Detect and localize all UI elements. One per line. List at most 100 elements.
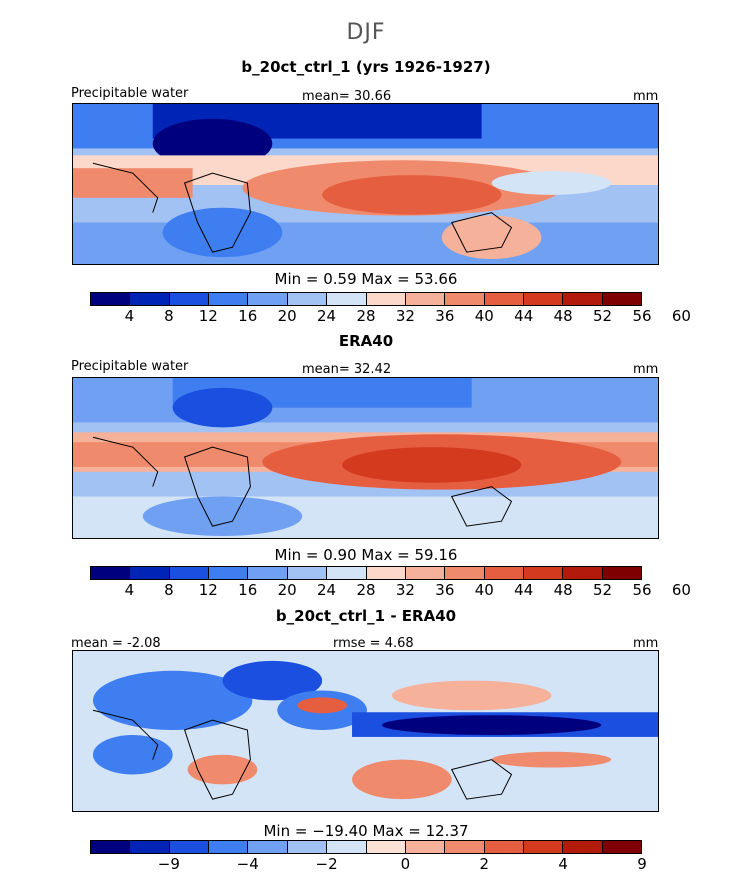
panel1-title: b_20ct_ctrl_1 (yrs 1926-1927) [241,58,491,76]
colorbar-tick-label: 20 [277,581,297,599]
colorbar-tick-label: 12 [198,307,218,325]
colorbar-tick-label: 4 [124,581,135,599]
colorbar-swatch [366,293,406,305]
panel3-title: b_20ct_ctrl_1 - ERA40 [275,607,457,625]
panel3-map [72,650,659,812]
panel3-mean-label: mean = -2.08 [71,636,161,651]
colorbar-tick-label: 2 [479,855,490,873]
colorbar-swatch [445,567,485,579]
colorbar-swatch [602,567,642,579]
panel3-units-label: mm [633,636,659,651]
panel1-map [72,103,659,265]
colorbar-tick-label: 36 [435,581,455,599]
panel1-variable-label: Precipitable water [71,86,189,101]
colorbar-tick-label: 56 [632,307,652,325]
colorbar-swatch [366,567,406,579]
colorbar-swatch [484,567,524,579]
colorbar-swatch [602,293,642,305]
panel2-map [72,377,659,539]
colorbar-tick-label: 32 [395,581,415,599]
colorbar-tick-label: 32 [395,307,415,325]
panel2-units-label: mm [633,362,659,377]
colorbar-swatch [405,293,446,305]
colorbar-swatch [91,567,131,579]
panel3-minmax: Min = −19.40 Max = 12.37 [263,822,469,840]
colorbar-tick-label: 24 [317,581,337,599]
colorbar-tick-label: 52 [593,581,613,599]
colorbar-tick-label: 9 [637,855,647,873]
colorbar-tick-label: 60 [671,581,691,599]
colorbar-swatch [287,567,328,579]
colorbar-swatch [445,841,485,853]
colorbar-tick-label: 4 [558,855,568,873]
panel1-units-label: mm [633,89,659,104]
panel1-field [73,104,658,264]
colorbar-tick-label: 40 [474,307,494,325]
colorbar-swatch [91,841,131,853]
colorbar-swatch [484,841,524,853]
colorbar-tick-label: 36 [435,307,455,325]
panel2-colorbar-ticks: 4 8 12 16 20 24 28 32 36 40 44 48 52 56 60 [0,581,732,599]
colorbar-swatch [523,567,564,579]
colorbar-tick-label: 60 [671,307,691,325]
panel2-minmax: Min = 0.90 Max = 59.16 [274,546,458,564]
colorbar-tick-label: 48 [553,307,573,325]
colorbar-swatch [405,567,446,579]
colorbar-tick-label: 40 [474,581,494,599]
colorbar-swatch [445,293,485,305]
colorbar-swatch [484,293,524,305]
panel3-colorbar-ticks: −9 −4 −2 0 2 4 9 [0,855,732,873]
panel2-colorbar [90,566,642,580]
colorbar-tick-label: 44 [514,307,534,325]
colorbar-swatch [563,567,603,579]
panel2-field [73,378,658,538]
panel2-variable-label: Precipitable water [71,359,189,374]
colorbar-swatch [169,841,210,853]
panel3-rmse-label: rmse = 4.68 [333,636,414,651]
colorbar-swatch [248,841,288,853]
colorbar-tick-label: 4 [124,307,135,325]
colorbar-swatch [327,567,367,579]
colorbar-tick-label: 8 [164,307,174,325]
colorbar-tick-label: −4 [236,855,259,873]
colorbar-swatch [287,841,328,853]
colorbar-tick-label: −2 [315,855,338,873]
colorbar-swatch [563,293,603,305]
colorbar-tick-label: 16 [238,581,258,599]
colorbar-swatch [327,293,367,305]
colorbar-tick-label: 28 [356,581,376,599]
colorbar-tick-label: 0 [400,855,411,873]
panel1-mean-label: mean= 30.66 [302,89,392,104]
colorbar-swatch [91,293,131,305]
colorbar-swatch [287,293,328,305]
colorbar-swatch [209,293,249,305]
colorbar-tick-label: 52 [593,307,613,325]
colorbar-tick-label: 48 [553,581,573,599]
panel1-minmax: Min = 0.59 Max = 53.66 [274,270,458,288]
panel1-colorbar-ticks: 4 8 12 16 20 24 28 32 36 40 44 48 52 56 60 [0,307,732,325]
colorbar-swatch [169,293,210,305]
panel2-mean-label: mean= 32.42 [302,362,392,377]
colorbar-tick-label: 56 [632,581,652,599]
colorbar-swatch [169,567,210,579]
colorbar-tick-label: 24 [317,307,337,325]
colorbar-swatch [523,841,564,853]
colorbar-swatch [248,293,288,305]
colorbar-tick-label: 44 [514,581,534,599]
colorbar-swatch [248,567,288,579]
colorbar-tick-label: 16 [238,307,258,325]
season-title: DJF [346,20,386,45]
colorbar-tick-label: −9 [157,855,180,873]
colorbar-tick-label: 20 [277,307,297,325]
colorbar-swatch [130,841,170,853]
colorbar-swatch [327,841,367,853]
colorbar-swatch [209,841,249,853]
panel3-colorbar [90,840,642,854]
colorbar-swatch [563,841,603,853]
colorbar-tick-label: 28 [356,307,376,325]
colorbar-swatch [405,841,446,853]
colorbar-swatch [209,567,249,579]
colorbar-swatch [523,293,564,305]
colorbar-tick-label: 8 [164,581,174,599]
panel2-title: ERA40 [338,332,394,350]
